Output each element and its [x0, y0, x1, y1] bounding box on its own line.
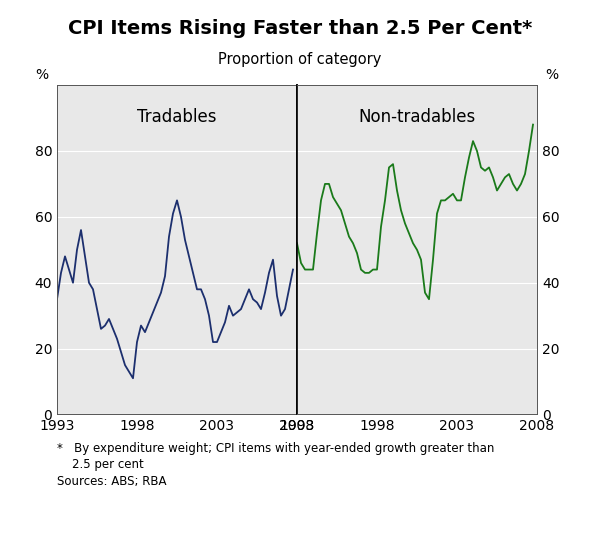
Text: Sources: ABS; RBA: Sources: ABS; RBA: [57, 475, 167, 488]
Text: %: %: [545, 68, 559, 82]
Text: Proportion of category: Proportion of category: [218, 52, 382, 67]
Text: CPI Items Rising Faster than 2.5 Per Cent*: CPI Items Rising Faster than 2.5 Per Cen…: [68, 19, 532, 38]
Text: Non-tradables: Non-tradables: [358, 108, 476, 126]
Text: 2.5 per cent: 2.5 per cent: [57, 458, 144, 472]
Text: Tradables: Tradables: [137, 108, 217, 126]
Text: *   By expenditure weight; CPI items with year-ended growth greater than: * By expenditure weight; CPI items with …: [57, 442, 494, 455]
Text: %: %: [35, 68, 49, 82]
